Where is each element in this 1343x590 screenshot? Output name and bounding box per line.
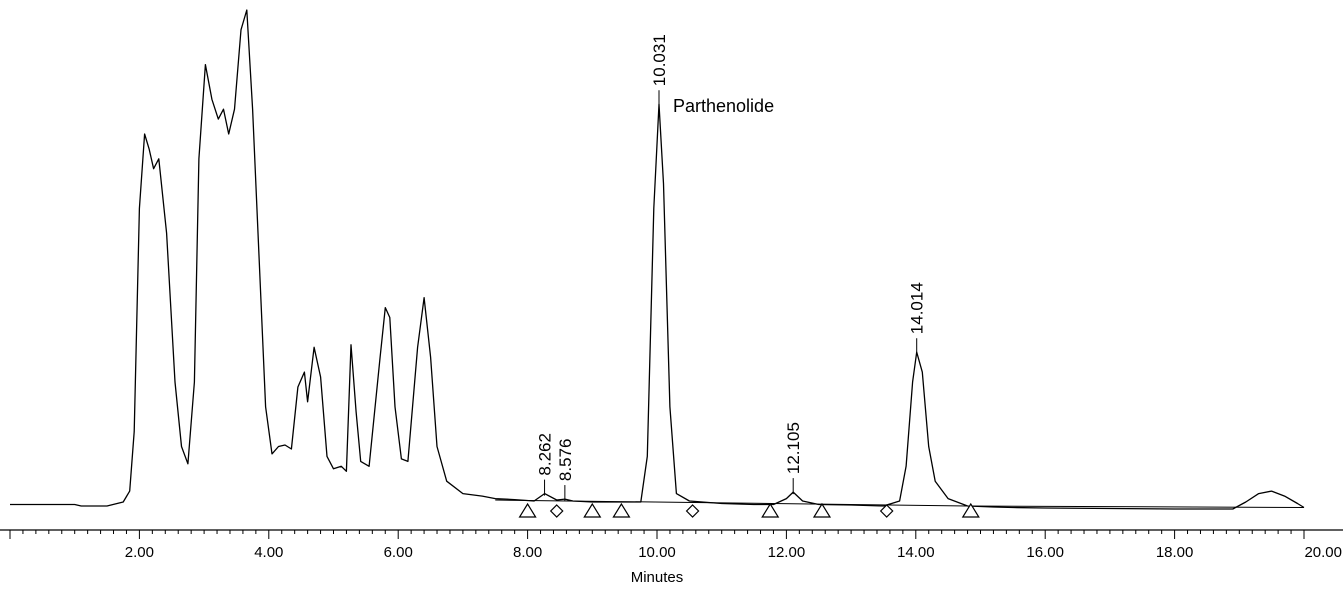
triangle-marker: [518, 502, 537, 518]
x-tick-label: 18.00: [1156, 544, 1194, 561]
x-axis: 2.00 4.00 6.00 8.00 10.00 12.00 14.00 16.00 18.0…: [0, 529, 1343, 561]
diamond-marker: [685, 504, 700, 518]
x-tick-label: 12.00: [768, 544, 806, 561]
peak-label: 12.105: [784, 422, 803, 474]
triangle-marker: [812, 502, 832, 518]
x-tick-label: 4.00: [254, 544, 283, 561]
x-tick-label: 2.00: [125, 544, 154, 561]
triangle-marker: [961, 502, 980, 518]
x-tick-label: 20.00: [1304, 544, 1342, 561]
peak-label: 8.262: [536, 433, 555, 476]
x-tick-label: 16.00: [1026, 544, 1064, 561]
diamond-marker: [549, 504, 564, 518]
triangle-marker: [761, 502, 780, 518]
x-tick-label: 10.00: [638, 544, 676, 561]
triangle-marker: [612, 502, 631, 518]
peak-label: 8.576: [556, 439, 575, 482]
x-axis-title: Minutes: [631, 569, 684, 586]
integration-baseline: [495, 499, 968, 507]
peak-label: 14.014: [908, 282, 927, 334]
peak-annotation: Parthenolide: [673, 96, 774, 116]
triangle-marker: [583, 502, 602, 518]
diamond-marker: [879, 504, 894, 518]
x-tick-label: 6.00: [384, 544, 413, 561]
chromatogram-trace: [10, 9, 1305, 510]
x-tick-label: 14.00: [897, 544, 935, 561]
peak-label: 10.031: [650, 34, 669, 86]
integration-baseline: [967, 505, 1305, 508]
plot-area: 8.262 8.576 10.031 12.105 14.014 Parthenolide: [10, 9, 1305, 518]
x-tick-label: 8.00: [513, 544, 542, 561]
